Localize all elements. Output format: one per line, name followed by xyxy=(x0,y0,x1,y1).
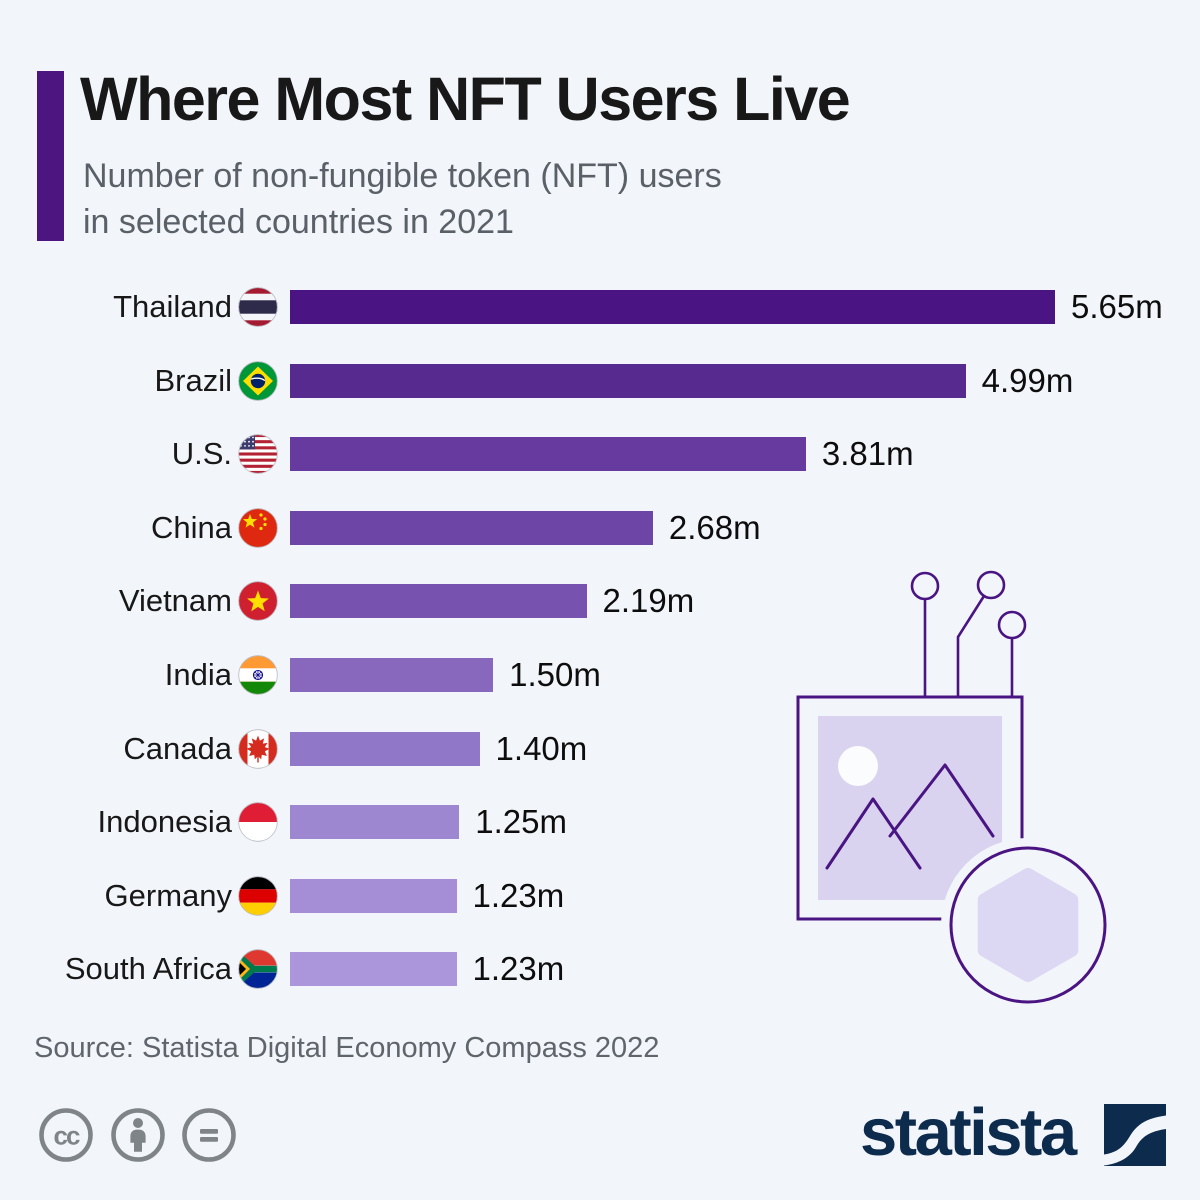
svg-text:cc: cc xyxy=(54,1121,80,1151)
value-label: 2.68m xyxy=(668,508,761,546)
value-label: 1.25m xyxy=(475,803,567,841)
flag-icon-germany xyxy=(238,876,278,916)
value-bar xyxy=(290,658,494,692)
cc-equals-icon xyxy=(182,1108,236,1162)
value-label: 1.23m xyxy=(472,950,565,988)
value-bar xyxy=(290,290,1055,324)
license-icons: cc xyxy=(37,1106,267,1164)
statista-wordmark: statista xyxy=(860,1095,1077,1170)
country-label: Brazil xyxy=(154,362,232,398)
statista-logo-swoosh-icon xyxy=(1104,1104,1166,1166)
nft-image-icon xyxy=(796,570,1115,1012)
value-bar xyxy=(290,805,460,840)
country-label: China xyxy=(151,509,232,545)
value-bar xyxy=(290,878,457,913)
cc-icon: cc xyxy=(39,1108,93,1162)
country-label: U.S. xyxy=(171,436,232,472)
country-label: South Africa xyxy=(64,951,232,987)
chart-row: U.S. 3.81m xyxy=(0,434,1200,474)
country-label: Indonesia xyxy=(97,804,232,840)
flag-icon-india xyxy=(238,655,278,695)
value-bar xyxy=(290,510,653,545)
nft-image-illustration xyxy=(780,555,1120,1020)
chart-row: Germany 1.23m xyxy=(0,876,1200,916)
chart-row: China 2.68m xyxy=(0,508,1200,548)
value-label: 5.65m xyxy=(1071,288,1163,325)
page-subtitle: Number of non-fungible token (NFT) users… xyxy=(83,153,722,245)
cc-attribution-icon xyxy=(110,1108,165,1162)
country-label: Canada xyxy=(123,730,232,766)
chart-row: Canada 1.40m xyxy=(0,728,1200,769)
value-bar xyxy=(290,952,457,987)
flag-icon-brazil xyxy=(238,360,278,401)
value-bar xyxy=(290,584,587,619)
page-title: Where Most NFT Users Live xyxy=(80,65,851,133)
chart-row: Indonesia 1.25m xyxy=(0,802,1200,842)
value-label: 4.99m xyxy=(981,361,1074,399)
chart-row: South Africa 1.23m xyxy=(0,949,1200,990)
flag-icon-us xyxy=(238,434,278,474)
value-label: 3.81m xyxy=(821,435,914,473)
value-label: 1.40m xyxy=(495,729,588,767)
value-bar xyxy=(290,363,966,398)
value-label: 2.19m xyxy=(602,582,695,620)
country-label: Thailand xyxy=(113,289,232,324)
value-bar xyxy=(290,437,806,472)
flag-icon-south-africa xyxy=(238,949,278,990)
source-text: Source: Statista Digital Economy Compass… xyxy=(34,1032,660,1064)
chart-row: Brazil 4.99m xyxy=(0,360,1200,401)
flag-icon-vietnam xyxy=(238,581,278,622)
flag-icon-canada xyxy=(238,728,278,769)
country-label: Germany xyxy=(104,877,232,913)
page-subtitle-line2: in selected countries in 2021 xyxy=(83,203,514,241)
flag-icon-thailand xyxy=(238,287,278,327)
country-label: Vietnam xyxy=(118,583,232,619)
chart-row: Vietnam 2.19m xyxy=(0,581,1200,622)
chart-row: India 1.50m xyxy=(0,655,1200,695)
flag-icon-china xyxy=(238,508,278,548)
value-label: 1.50m xyxy=(509,656,601,693)
page-subtitle-line1: Number of non-fungible token (NFT) users xyxy=(83,157,722,195)
chart-row: Thailand 5.65m xyxy=(0,287,1200,327)
flag-icon-indonesia xyxy=(238,802,278,842)
statista-logo-icon xyxy=(1104,1104,1166,1171)
value-bar xyxy=(290,731,480,766)
value-label: 1.23m xyxy=(472,876,565,914)
title-accent-bar xyxy=(37,71,64,241)
country-label: India xyxy=(164,657,232,692)
bar-chart: Thailand 5.65m Brazil 4.99m U.S. 3.81m China 2.… xyxy=(0,287,1200,990)
